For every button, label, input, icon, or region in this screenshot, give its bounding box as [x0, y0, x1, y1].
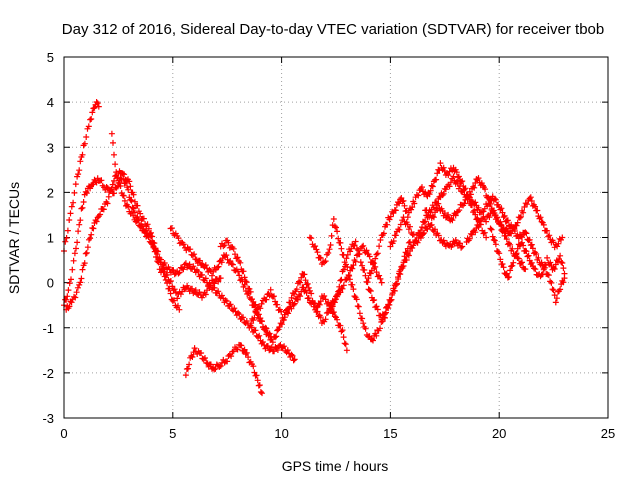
x-tick-label: 20 — [492, 426, 506, 441]
grid — [64, 57, 608, 418]
x-tick-label: 25 — [601, 426, 615, 441]
y-tick-label: -2 — [42, 366, 54, 381]
y-tick-label: 3 — [47, 140, 54, 155]
y-tick-label: 5 — [47, 50, 54, 65]
series-arc-14 — [463, 193, 568, 306]
series-arc-13 — [422, 175, 566, 251]
data-point-markers — [108, 130, 298, 364]
data-point-markers — [387, 214, 466, 251]
x-tick-label: 5 — [169, 426, 176, 441]
series-arc-3 — [63, 168, 224, 313]
y-tick-label: 2 — [47, 185, 54, 200]
series-arc-4 — [108, 130, 298, 364]
data-point-markers — [463, 193, 568, 306]
y-tick-label: -3 — [42, 411, 54, 426]
data-point-markers — [182, 341, 266, 397]
y-tick-label: 0 — [47, 276, 54, 291]
y-tick-label: -1 — [42, 321, 54, 336]
data-point-markers — [63, 168, 224, 313]
data-point-markers — [365, 160, 490, 282]
series-arc-6 — [182, 341, 266, 397]
series-arc-12 — [387, 214, 466, 251]
series-arc-7 — [217, 237, 350, 354]
series-arc-11 — [365, 160, 490, 282]
y-tick-label: 4 — [47, 95, 54, 110]
x-tick-label: 15 — [383, 426, 397, 441]
x-tick-label: 10 — [274, 426, 288, 441]
x-tick-label: 0 — [60, 426, 67, 441]
series-arc-1 — [61, 99, 102, 254]
data-point-markers — [61, 99, 102, 254]
data-point-markers — [217, 237, 350, 354]
data-points — [61, 99, 568, 397]
data-point-markers — [422, 175, 566, 251]
y-axis-label: SDTVAR / TECUs — [6, 182, 22, 294]
plot-frame — [63, 56, 609, 419]
y-tick-label: 1 — [47, 231, 54, 246]
chart-title: Day 312 of 2016, Sidereal Day-to-day VTE… — [62, 21, 604, 38]
data-point-markers — [487, 225, 568, 281]
x-axis-label: GPS time / hours — [282, 458, 389, 474]
series-arc-15 — [487, 225, 568, 281]
